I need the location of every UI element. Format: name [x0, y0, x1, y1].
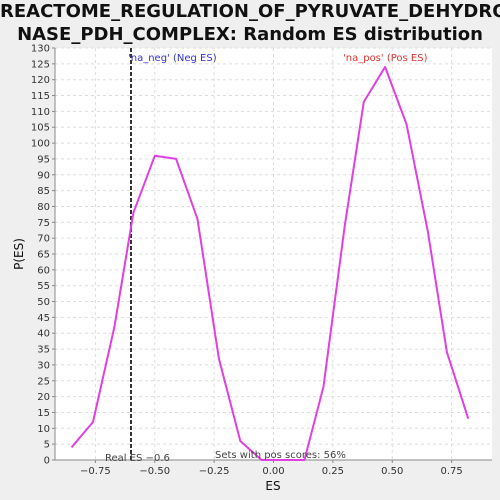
y-tick-label: 105 — [31, 123, 50, 134]
sets-with-pos-scores-label: Sets with pos scores: 56% — [215, 450, 346, 461]
real-es-label: Real ES −0.6 — [105, 453, 170, 464]
x-tick-label: 0.50 — [381, 466, 403, 477]
y-tick-label: 55 — [37, 281, 50, 292]
y-tick-label: 90 — [37, 170, 50, 181]
y-tick-label: 95 — [37, 154, 50, 165]
chart-title: REACTOME_REGULATION_OF_PYRUVATE_DEHYDROG… — [0, 0, 500, 46]
y-axis-label: P(ES) — [12, 238, 26, 270]
x-tick-label: −0.75 — [80, 466, 111, 477]
x-axis-label: ES — [265, 479, 280, 493]
y-tick-label: 125 — [31, 59, 50, 70]
y-tick-label: 60 — [37, 265, 50, 276]
y-tick-label: 40 — [37, 329, 50, 340]
x-tick-label: −0.50 — [139, 466, 170, 477]
y-tick-label: 25 — [37, 376, 50, 387]
y-tick-label: 0 — [44, 456, 50, 467]
grid — [55, 47, 492, 461]
pos-label: 'na_pos' (Pos ES) — [343, 53, 428, 64]
y-axis-ticks: 0 5 10 15 20 25 30 35 40 45 50 55 60 65 70 75 80 85 90 95 10… — [31, 44, 55, 467]
y-tick-label: 35 — [37, 345, 50, 356]
y-tick-label: 30 — [37, 360, 50, 371]
x-tick-label: 0.00 — [262, 466, 284, 477]
y-tick-label: 15 — [37, 408, 50, 419]
chart-title-line-1: REACTOME_REGULATION_OF_PYRUVATE_DEHYDROG… — [0, 1, 500, 22]
neg-label: 'na_neg' (Neg ES) — [128, 53, 217, 64]
y-tick-label: 110 — [31, 107, 50, 118]
y-tick-label: 115 — [31, 91, 50, 102]
y-tick-label: 80 — [37, 202, 50, 213]
y-tick-label: 100 — [31, 139, 50, 150]
y-tick-label: 20 — [37, 392, 50, 403]
y-tick-label: 50 — [37, 297, 50, 308]
y-tick-label: 5 — [44, 440, 50, 451]
y-tick-label: 65 — [37, 250, 50, 261]
y-tick-label: 70 — [37, 234, 50, 245]
y-tick-label: 10 — [37, 424, 50, 435]
x-tick-label: −0.25 — [199, 466, 230, 477]
y-tick-label: 85 — [37, 186, 50, 197]
x-tick-label: 0.25 — [322, 466, 344, 477]
y-tick-label: 120 — [31, 75, 50, 86]
es-distribution-line — [70, 66, 470, 461]
series-layer — [70, 66, 470, 461]
y-tick-label: 45 — [37, 313, 50, 324]
x-tick-label: 0.75 — [440, 466, 462, 477]
chart-title-line-2: NASE_PDH_COMPLEX: Random ES distribution — [17, 24, 483, 45]
y-tick-label: 130 — [31, 44, 50, 55]
y-tick-label: 75 — [37, 218, 50, 229]
